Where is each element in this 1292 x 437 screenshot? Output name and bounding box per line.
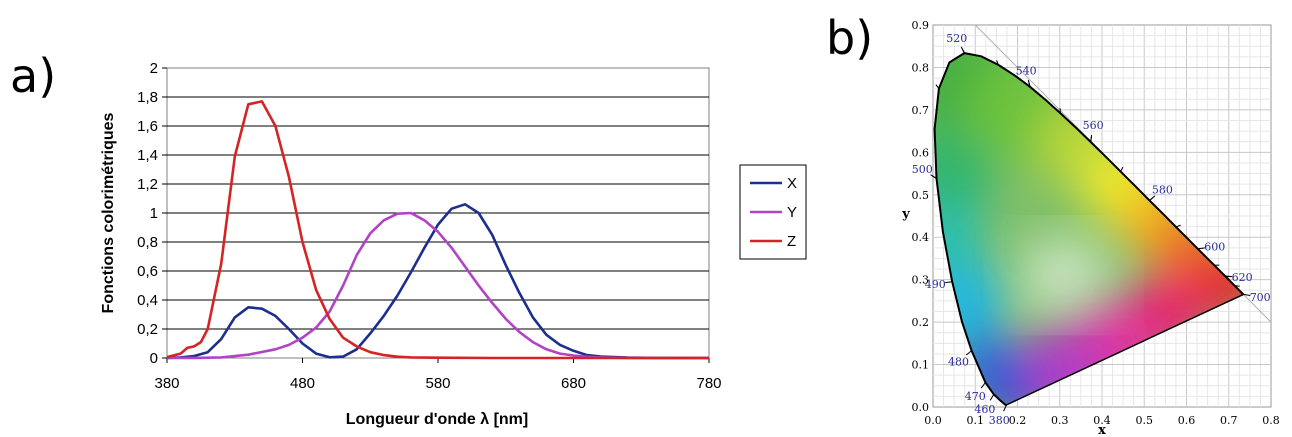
wavelength-tick bbox=[989, 394, 995, 401]
wavelength-label-490: 490 bbox=[925, 278, 946, 291]
wavelength-tick bbox=[1003, 404, 1008, 412]
y-tick-label-a: 0,6 bbox=[137, 263, 158, 280]
wavelength-tick bbox=[1243, 293, 1251, 296]
wavelength-label-620: 620 bbox=[1232, 271, 1253, 284]
y-axis-title-b: y bbox=[901, 207, 910, 222]
y-tick-label-b: 0.1 bbox=[912, 359, 930, 372]
y-tick-label-a: 0,8 bbox=[137, 234, 158, 251]
wavelength-tick bbox=[980, 382, 986, 389]
wavelength-label-380: 380 bbox=[989, 414, 1010, 427]
panel-label-b: b) bbox=[826, 11, 873, 65]
x-tick-label-a: 780 bbox=[696, 375, 721, 392]
wavelength-label-700: 700 bbox=[1250, 291, 1271, 304]
locus-minor-tick bbox=[1234, 285, 1240, 287]
panel-label-a: a) bbox=[10, 49, 56, 103]
y-tick-label-a: 0,2 bbox=[137, 321, 158, 338]
x-tick-label-a: 480 bbox=[290, 375, 315, 392]
colour-matching-chart: 0 0,2 0,4 0,6 0,8 1 1,2 1,4 1,6 1,8 2 380 480 580 680… bbox=[100, 60, 807, 428]
x-tick-label-b: 0.1 bbox=[967, 414, 985, 427]
locus-minor-tick bbox=[1090, 136, 1092, 143]
y-tick-label-a: 0 bbox=[150, 350, 158, 367]
y-tick-label-a: 1,8 bbox=[137, 89, 158, 106]
y-tick-label-b: 0.6 bbox=[912, 146, 930, 159]
gamut-colour-patch bbox=[934, 202, 981, 273]
wavelength-label-560: 560 bbox=[1083, 119, 1104, 132]
wavelength-label-600: 600 bbox=[1204, 240, 1225, 253]
x-tick-label-b: 0.7 bbox=[1220, 414, 1238, 427]
spectral-locus bbox=[933, 52, 1245, 406]
y-tick-label-b: 0.4 bbox=[912, 231, 930, 244]
locus-minor-tick bbox=[961, 48, 965, 54]
wavelength-label-580: 580 bbox=[1152, 183, 1173, 196]
wavelength-label-540: 540 bbox=[1016, 64, 1037, 77]
gamut-colour-patch bbox=[934, 128, 995, 219]
y-tick-label-b: 0.7 bbox=[912, 104, 930, 117]
y-tick-label-a: 1,2 bbox=[137, 176, 158, 193]
wavelength-label-500: 500 bbox=[912, 163, 933, 176]
legend-a: XYZ bbox=[739, 164, 807, 260]
white-point-glow bbox=[1023, 245, 1104, 306]
y-tick-label-a: 1,6 bbox=[137, 118, 158, 135]
x-axis-title-a: Longueur d'onde λ [nm] bbox=[346, 411, 528, 428]
series-line-y bbox=[166, 211, 709, 360]
y-tick-label-b: 0.3 bbox=[912, 274, 930, 287]
y-tick-label-a: 1,4 bbox=[137, 147, 158, 164]
locus-minor-tick bbox=[1197, 247, 1203, 250]
locus-minor-tick bbox=[1028, 81, 1031, 87]
purple-line bbox=[1006, 293, 1244, 406]
x-tick-label-b: 0.5 bbox=[1136, 414, 1154, 427]
wavelength-label-480: 480 bbox=[948, 356, 969, 369]
x-tick-label-a: 580 bbox=[425, 375, 450, 392]
locus-minor-tick bbox=[1175, 224, 1181, 228]
y-tick-label-b: 0.0 bbox=[912, 401, 930, 414]
legend-label-x: X bbox=[787, 175, 797, 192]
locus-minor-tick bbox=[996, 60, 999, 66]
y-tick-label-b: 0.5 bbox=[912, 189, 930, 202]
wavelength-tick bbox=[945, 281, 953, 284]
locus-minor-tick bbox=[935, 84, 940, 89]
series-line-z bbox=[166, 100, 709, 360]
x-tick-label-b: 0.4 bbox=[1093, 414, 1111, 427]
series-line-x bbox=[166, 203, 710, 360]
locus-minor-tick bbox=[1149, 196, 1154, 201]
locus-minor-tick bbox=[1120, 166, 1124, 172]
y-tick-label-a: 0,4 bbox=[137, 292, 158, 309]
y-tick-label-b: 0.2 bbox=[912, 316, 930, 329]
x-tick-label-a: 380 bbox=[154, 375, 179, 392]
y-tick-label-a: 2 bbox=[150, 60, 158, 77]
x-tick-label-b: 0.8 bbox=[1262, 414, 1280, 427]
y-tick-label-a: 1 bbox=[150, 205, 158, 222]
x-tick-label-b: 0.0 bbox=[924, 414, 942, 427]
gamut-colour-patch bbox=[1193, 248, 1244, 319]
x-tick-label-b: 0.2 bbox=[1009, 414, 1027, 427]
wavelength-label-520: 520 bbox=[946, 32, 967, 45]
chromaticity-diagram: 380460470480490500520540560580600620700 … bbox=[901, 19, 1280, 437]
x-axis-title-b: x bbox=[1098, 423, 1106, 437]
y-axis-title-a: Fonctions colorimétriques bbox=[100, 112, 117, 313]
locus-minor-tick bbox=[932, 175, 937, 179]
wavelength-label-460: 460 bbox=[974, 403, 995, 416]
x-tick-label-a: 680 bbox=[561, 375, 586, 392]
x-tick-label-b: 0.6 bbox=[1178, 414, 1196, 427]
legend-label-y: Y bbox=[787, 204, 797, 221]
legend-label-z: Z bbox=[787, 233, 796, 250]
y-tick-label-b: 0.9 bbox=[912, 19, 930, 32]
y-tick-label-b: 0.8 bbox=[912, 61, 930, 74]
wavelength-label-470: 470 bbox=[965, 390, 986, 403]
wavelength-tick bbox=[965, 350, 972, 356]
x-tick-label-b: 0.3 bbox=[1051, 414, 1069, 427]
